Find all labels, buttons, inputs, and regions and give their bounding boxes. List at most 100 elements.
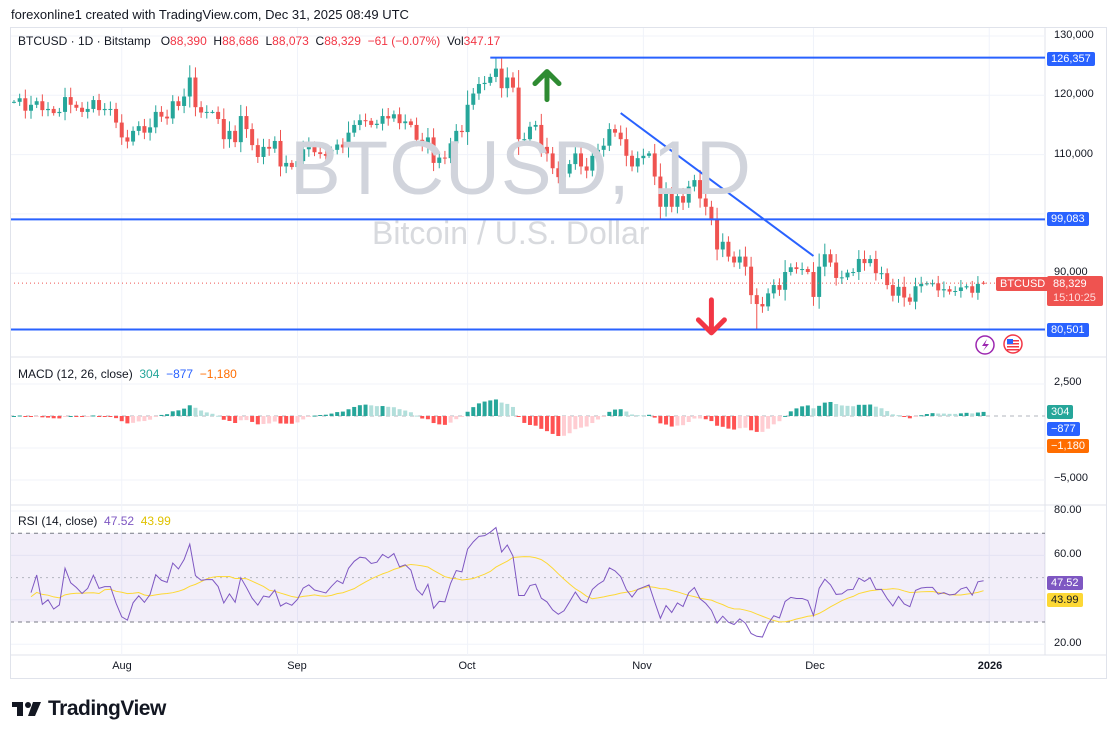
tradingview-logo-icon (12, 702, 41, 716)
candle (403, 114, 408, 130)
candle-body (544, 146, 549, 154)
tradingview-logo[interactable]: TradingView (12, 697, 166, 721)
candles (12, 57, 986, 330)
rsi-tick: 80.00 (1054, 504, 1082, 516)
candle (981, 280, 986, 285)
macd-hist-bar (771, 416, 776, 425)
candle-body (930, 283, 935, 285)
candle-body (527, 126, 532, 140)
macd-hist-bar (834, 404, 839, 416)
candle-body (715, 219, 720, 250)
last-price: 88,329 (1053, 278, 1087, 290)
macd-hist-bar (630, 414, 635, 416)
candle (391, 110, 396, 122)
candle-body (131, 130, 136, 142)
macd-hist-bar (437, 416, 442, 425)
trend-line (620, 112, 815, 257)
candle (567, 159, 572, 178)
candle-body (981, 282, 986, 284)
low-value: 88,073 (272, 34, 309, 48)
candle-body (80, 107, 85, 112)
candle (329, 146, 334, 159)
macd-hist-bar (573, 416, 578, 430)
macd-hist-bar (715, 416, 720, 426)
macd-hist-bar (811, 408, 816, 416)
symbol-legend[interactable]: BTCUSD · 1D · Bitstamp O88,390 H88,686 L… (18, 34, 500, 48)
candle (284, 155, 289, 174)
candle (148, 118, 153, 141)
candle (165, 109, 170, 125)
candle (766, 288, 771, 311)
macd-hist-bar (550, 416, 555, 434)
macd-hist-bar (584, 416, 589, 427)
candle (476, 77, 481, 100)
macd-hist-bar (527, 416, 532, 425)
candle-body (556, 168, 561, 178)
macd-hist-bar (890, 414, 895, 416)
macd-hist-bar (199, 410, 204, 416)
macd-hist-bar (68, 415, 73, 417)
candle-body (669, 193, 674, 207)
macd-hist-bar (295, 416, 300, 423)
macd-hist-bar (596, 416, 601, 420)
candle-body (579, 153, 583, 167)
candle-body (607, 129, 612, 146)
candle-body (369, 120, 374, 125)
candle (380, 108, 385, 131)
candle-body (425, 137, 430, 146)
candle-body (233, 130, 238, 143)
candle (720, 233, 725, 258)
candle-body (346, 132, 351, 148)
candle-body (618, 132, 623, 140)
candle-body (839, 277, 844, 279)
candle (771, 279, 776, 299)
candle (159, 106, 164, 122)
candle (238, 104, 243, 153)
macd-hist-bar (981, 411, 986, 416)
candle-body (647, 153, 652, 156)
candle (953, 286, 958, 296)
macd-hist-bar (907, 416, 912, 419)
macd-hist-bar (749, 416, 754, 431)
candle-body (267, 146, 272, 149)
macd-hist-bar (459, 416, 464, 417)
candle (352, 120, 357, 137)
macd-hist-bar (862, 404, 867, 416)
candle-body (119, 122, 124, 138)
candle-body (601, 145, 606, 150)
rsi-legend[interactable]: RSI (14, close) 47.52 43.99 (18, 514, 171, 528)
macd-hist-bar (91, 415, 96, 417)
macd-hist-bar (159, 414, 164, 416)
macd-hist-bar (879, 408, 884, 416)
macd-hist-bar (499, 402, 504, 416)
candle (261, 138, 266, 165)
candle (510, 72, 515, 93)
candle-body (970, 286, 975, 293)
chart-frame (10, 27, 1107, 679)
macd-hist-bar (284, 416, 289, 424)
candle (794, 262, 799, 274)
candle-body (522, 139, 527, 141)
down-arrow-icon (695, 297, 727, 336)
rsi-tag: 47.52 (1047, 576, 1083, 590)
candle (465, 90, 470, 145)
candle (573, 147, 578, 170)
rsi-ma-value: 43.99 (140, 514, 171, 528)
candle-body (630, 155, 635, 167)
candle-body (216, 111, 221, 120)
close-label: C (315, 34, 325, 48)
macd-hist-bar (210, 413, 215, 416)
candle (539, 113, 544, 157)
candle (306, 137, 311, 157)
macd-hist-bar (947, 413, 952, 416)
time-tick: Nov (632, 660, 652, 672)
candle (777, 278, 782, 296)
volume-value: 347.17 (463, 34, 501, 48)
macd-hist-bar (703, 416, 708, 420)
macd-hist-bar (885, 411, 890, 416)
candle-body (947, 289, 952, 292)
candle (448, 137, 453, 164)
macd-legend[interactable]: MACD (12, 26, close) 304 −877 −1,180 (18, 367, 237, 381)
candle-body (142, 126, 147, 133)
